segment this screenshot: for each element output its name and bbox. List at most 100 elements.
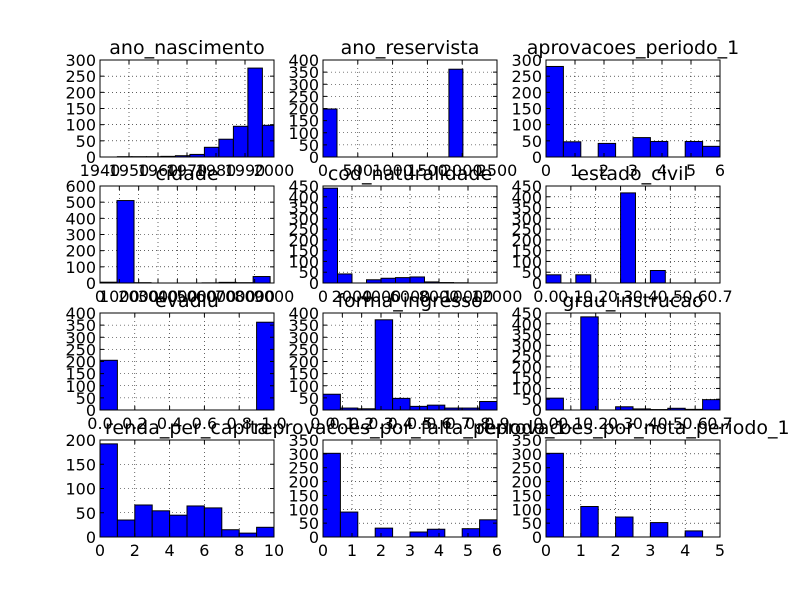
y-tick-label: 200 — [65, 353, 96, 372]
x-tick-label: 0.2 — [349, 414, 374, 433]
y-tick-label: 350 — [288, 199, 319, 218]
histogram-bar — [684, 140, 704, 158]
x-tick-label: 0.6 — [682, 287, 707, 306]
histogram-bar — [632, 137, 651, 158]
histogram-bar — [392, 397, 411, 411]
histogram-bar — [580, 506, 599, 538]
y-tick-label: 150 — [288, 486, 319, 505]
histogram-bar — [479, 401, 498, 411]
x-tick-label: 5 — [463, 541, 473, 560]
y-tick-label: 150 — [288, 242, 319, 261]
x-tick-label: 0 — [541, 541, 551, 560]
y-tick-label: 0 — [532, 274, 542, 293]
histogram-bar — [203, 507, 223, 538]
y-tick-label: 0 — [86, 274, 96, 293]
y-tick-label: 50 — [76, 389, 96, 408]
panel-title: evadiu — [155, 290, 219, 312]
panel-title: reprovacoes_por_falta_periodo_1 — [253, 417, 566, 439]
y-tick-label: 250 — [65, 67, 96, 86]
histogram-bar — [339, 511, 359, 538]
histogram-panel: 0.0 0.1 0.2 0.3 0.4 0.5 0.6 0.70501001502002503… — [511, 290, 732, 433]
y-tick-label: 0 — [86, 401, 96, 420]
x-tick-label: 2000 — [332, 287, 373, 306]
y-tick-label: 50 — [76, 504, 96, 523]
histogram-bar — [374, 527, 394, 538]
x-tick-label: 500 — [343, 161, 374, 180]
x-tick-label: 0 — [318, 287, 328, 306]
histogram-bar — [702, 399, 721, 411]
histogram-bar — [116, 519, 136, 538]
histogram-bar — [479, 519, 498, 538]
y-tick-label: 200 — [288, 100, 319, 119]
x-tick-label: 6000 — [390, 287, 431, 306]
x-tick-label: 0.6 — [192, 414, 217, 433]
x-tick-label: 9000 — [254, 287, 295, 306]
x-tick-label: 8000 — [234, 287, 275, 306]
x-tick-label: 0.4 — [633, 287, 658, 306]
histogram-bar — [575, 274, 592, 284]
x-tick-label: 2 — [599, 161, 609, 180]
histogram-bar — [116, 200, 135, 284]
histogram-bar — [448, 68, 464, 158]
histogram-bar — [337, 273, 353, 284]
y-tick-label: 0 — [309, 401, 319, 420]
y-tick-label: 50 — [299, 389, 319, 408]
x-tick-label: 4 — [165, 541, 175, 560]
x-tick-label: 0.0 — [533, 287, 558, 306]
y-tick-label: 100 — [65, 116, 96, 135]
x-tick-label: 1 — [570, 161, 580, 180]
x-tick-label: 1960 — [138, 161, 179, 180]
y-tick-label: 150 — [65, 365, 96, 384]
y-tick-label: 150 — [65, 100, 96, 119]
y-tick-label: 250 — [65, 340, 96, 359]
y-tick-label: 400 — [65, 304, 96, 323]
histogram-bar — [684, 530, 704, 538]
histogram-bar — [151, 510, 171, 538]
y-tick-label: 200 — [288, 473, 319, 492]
histogram-bar — [580, 316, 599, 411]
y-tick-label: 0 — [309, 274, 319, 293]
y-tick-label: 200 — [511, 473, 542, 492]
histogram-bar — [620, 192, 636, 284]
x-tick-label: 10 — [264, 541, 284, 560]
x-tick-label: 2500 — [477, 161, 518, 180]
x-tick-label: 0.7 — [446, 414, 471, 433]
histogram-bar — [409, 405, 428, 411]
y-tick-label: 350 — [288, 316, 319, 335]
x-tick-label: 3 — [628, 161, 638, 180]
histogram-bar — [649, 269, 666, 284]
x-tick-label: 6 — [715, 161, 725, 180]
y-tick-label: 300 — [65, 51, 96, 70]
y-tick-label: 200 — [65, 83, 96, 102]
x-tick-label: 0 — [95, 541, 105, 560]
panel-title: ano_reservista — [341, 37, 480, 59]
gridlines — [545, 185, 721, 284]
y-tick-label: 150 — [511, 242, 542, 261]
x-tick-label: 6 — [492, 541, 502, 560]
x-tick-label: 0.3 — [608, 287, 633, 306]
y-tick-label: 500 — [65, 193, 96, 212]
y-tick-label: 100 — [65, 480, 96, 499]
y-tick-label: 100 — [511, 379, 542, 398]
histogram-panel: 0 1 2 3 4 5 6050100150200250300350reprovacoes_… — [253, 417, 566, 560]
y-tick-label: 400 — [65, 209, 96, 228]
axes-frame — [545, 439, 721, 538]
y-tick-label: 250 — [511, 220, 542, 239]
x-tick-label: 0.1 — [558, 414, 583, 433]
x-tick-label: 0 — [318, 541, 328, 560]
x-tick-label: 0 — [318, 161, 328, 180]
y-tick-label: 250 — [288, 220, 319, 239]
histogram-bar — [232, 125, 249, 158]
histogram-bar — [562, 141, 582, 158]
x-tick-label: 1940 — [80, 161, 121, 180]
x-tick-label: 0.9 — [484, 414, 509, 433]
y-tick-label: 450 — [511, 177, 542, 196]
x-tick-label: 1 — [576, 541, 586, 560]
y-tick-label: 150 — [511, 100, 542, 119]
y-tick-label: 50 — [522, 390, 542, 409]
y-tick-label: 300 — [511, 336, 542, 355]
x-tick-label: 4 — [680, 541, 690, 560]
x-tick-label: 0.1 — [330, 414, 355, 433]
